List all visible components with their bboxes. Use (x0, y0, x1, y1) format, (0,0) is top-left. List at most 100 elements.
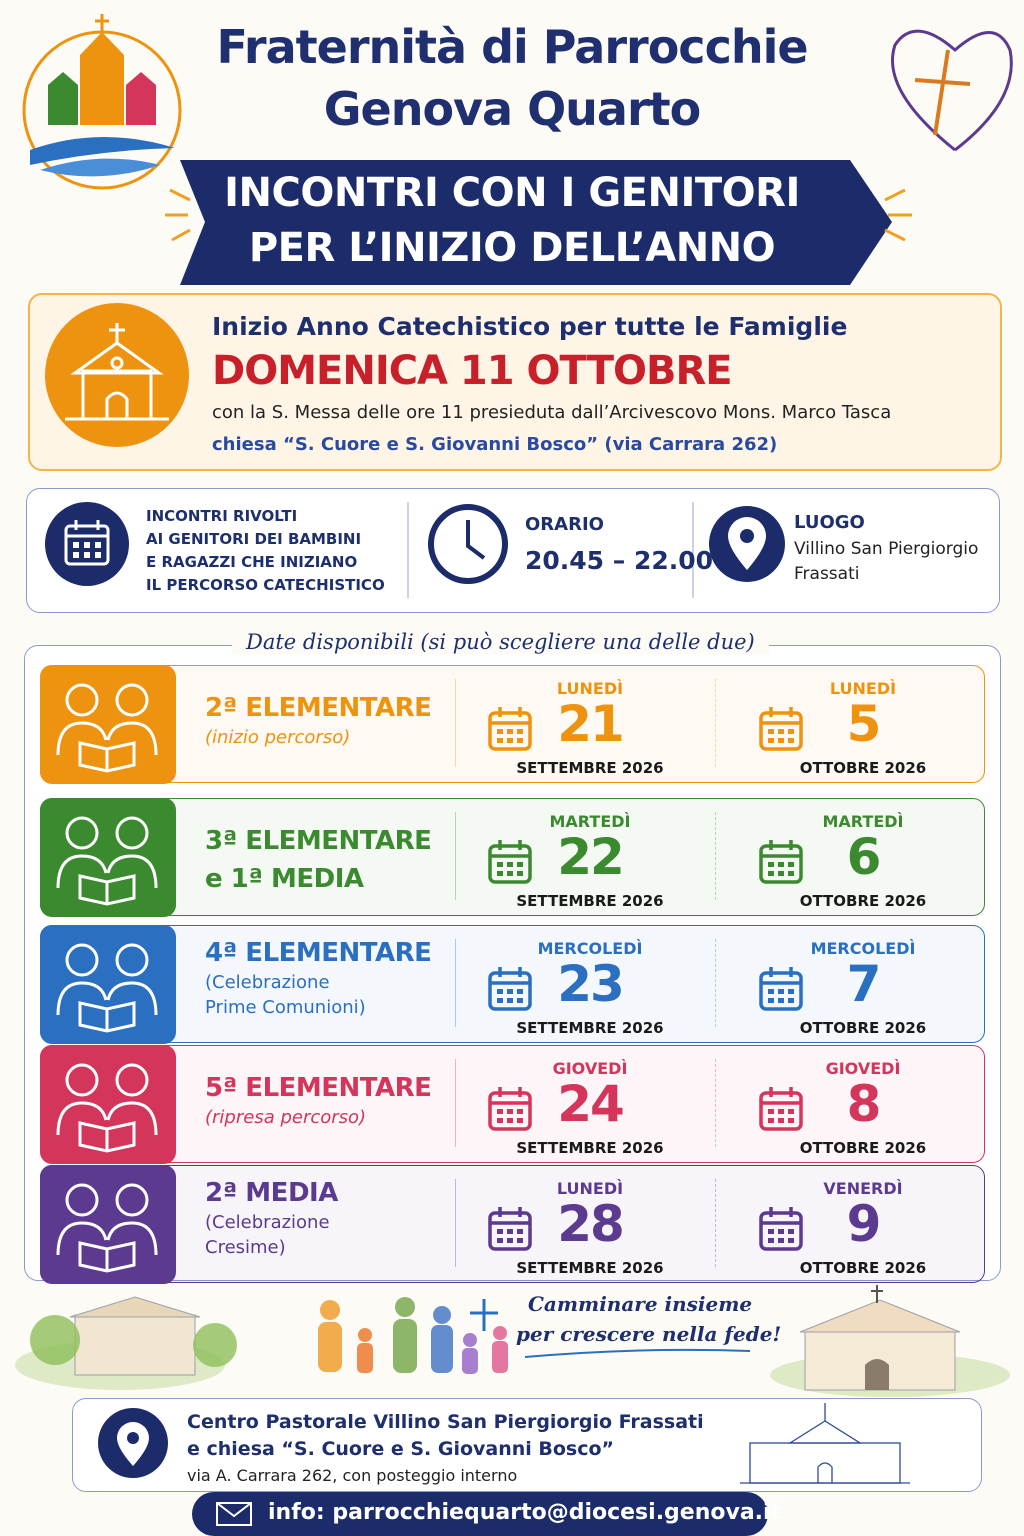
address-graphics (98, 1403, 910, 1484)
weekday: LUNEDÌ (556, 1179, 624, 1198)
audience: INCONTRI RIVOLTI AI GENITORI DEI BAMBINI… (146, 505, 385, 597)
audience-line: IL PERCORSO CATECHISTICO (146, 576, 385, 594)
info-box (26, 488, 1000, 613)
month: SETTEMBRE 2026 (516, 1259, 664, 1277)
calendar-icon (759, 967, 803, 1011)
day: 5 (846, 695, 882, 753)
address-box (72, 1398, 982, 1492)
title-line: Genova Quarto (323, 82, 702, 136)
month: SETTEMBRE 2026 (516, 759, 664, 777)
day: 7 (846, 955, 882, 1013)
audience-line: AI GENITORI DEI BAMBINI (146, 530, 362, 548)
highlight-subtitle: Inizio Anno Catechistico per tutte le Fa… (212, 312, 848, 341)
group-title: 2ª ELEMENTARE (205, 693, 432, 723)
day: 21 (557, 695, 625, 753)
weekday: MARTEDÌ (822, 812, 904, 831)
group-note: (inizio percorso) (205, 727, 351, 748)
month: SETTEMBRE 2026 (516, 1139, 664, 1157)
weekday: GIOVEDÌ (552, 1059, 628, 1078)
divider (455, 679, 456, 767)
address-line: Centro Pastorale Villino San Piergiorgio… (187, 1411, 704, 1433)
day: 9 (846, 1195, 882, 1253)
audience-line: INCONTRI RIVOLTI (146, 507, 298, 525)
calendar-icon (759, 707, 803, 751)
address-line: e chiesa “S. Cuore e S. Giovanni Bosco” (187, 1438, 615, 1460)
group-icon (56, 943, 158, 1033)
title-line: Fraternità di Parrocchie (216, 20, 808, 74)
group-icon (56, 1063, 158, 1153)
highlight-mass: con la S. Messa delle ore 11 presieduta … (212, 402, 892, 423)
day: 24 (557, 1075, 625, 1133)
group-icon (56, 683, 158, 773)
divider (715, 812, 716, 900)
day: 22 (557, 828, 625, 886)
calendar-icon (759, 1207, 803, 1251)
place-label: LUOGO (794, 512, 865, 533)
calendar-icon (759, 1087, 803, 1131)
month: SETTEMBRE 2026 (516, 1019, 664, 1037)
month: OTTOBRE 2026 (799, 759, 927, 777)
highlight-date: DOMENICA 11 OTTOBRE (212, 348, 733, 394)
highlight-box (28, 293, 1002, 471)
weekday: GIOVEDÌ (825, 1059, 901, 1078)
time: 20.45 – 22.00 (525, 546, 714, 575)
calendar-icon (488, 1087, 532, 1131)
calendar-icon (488, 1207, 532, 1251)
divider (455, 1179, 456, 1267)
group-note: (Celebrazione (205, 1212, 330, 1233)
divider (715, 939, 716, 1027)
month: SETTEMBRE 2026 (516, 892, 664, 910)
dates-heading: Date disponibili (si può scegliere una d… (232, 630, 769, 654)
weekday: MERCOLEDÌ (810, 939, 916, 958)
month: OTTOBRE 2026 (799, 1259, 927, 1277)
contact: info: parrocchiequarto@diocesi.genova.it (268, 1500, 782, 1525)
calendar-icon (488, 967, 532, 1011)
mail-icon (216, 1502, 252, 1526)
day: 28 (557, 1195, 625, 1253)
month: OTTOBRE 2026 (799, 1139, 927, 1157)
group-title: 4ª ELEMENTARE (205, 938, 432, 968)
place-line: Frassati (794, 564, 860, 584)
group-note: (Celebrazione (205, 972, 330, 993)
day: 6 (846, 828, 882, 886)
motto-line: Camminare insieme (528, 1292, 753, 1316)
group-title: 2ª MEDIA (205, 1178, 338, 1208)
divider (715, 1179, 716, 1267)
day: 23 (557, 955, 625, 1013)
address-line: via A. Carrara 262, con posteggio intern… (187, 1466, 518, 1485)
weekday: LUNEDÌ (556, 679, 624, 698)
weekday: VENERDÌ (823, 1179, 903, 1198)
group-note: Cresime) (205, 1237, 286, 1258)
calendar-icon (488, 707, 532, 751)
audience-line: E RAGAZZI CHE INIZIANO (146, 553, 358, 571)
divider (455, 812, 456, 900)
divider (455, 1059, 456, 1147)
info-icons (45, 502, 785, 598)
group-icon (56, 1183, 158, 1273)
group-icon (56, 816, 158, 906)
calendar-icon (759, 840, 803, 884)
divider (455, 939, 456, 1027)
footer-illustration (15, 1285, 1010, 1397)
month: OTTOBRE 2026 (799, 1019, 927, 1037)
weekday: LUNEDÌ (829, 679, 897, 698)
group-title: 3ª ELEMENTARE (205, 826, 432, 856)
weekday: MARTEDÌ (549, 812, 631, 831)
month: OTTOBRE 2026 (799, 892, 927, 910)
divider (715, 679, 716, 767)
time-label: ORARIO (525, 514, 604, 535)
banner-line: PER L’INIZIO DELL’ANNO (248, 225, 776, 271)
group-note: (ripresa percorso) (205, 1107, 367, 1128)
motto-line: per crescere nella fede! (516, 1322, 782, 1346)
dates-box (24, 645, 1001, 1281)
header-graphics (22, 14, 1013, 285)
highlight-place: chiesa “S. Cuore e S. Giovanni Bosco” (v… (212, 434, 778, 455)
church-icon (45, 303, 189, 447)
place-line: Villino San Piergiorgio (794, 539, 979, 559)
weekday: MERCOLEDÌ (537, 939, 643, 958)
group-note: Prime Comunioni) (205, 997, 366, 1018)
divider (715, 1059, 716, 1147)
banner-line: INCONTRI CON I GENITORI (224, 170, 800, 216)
